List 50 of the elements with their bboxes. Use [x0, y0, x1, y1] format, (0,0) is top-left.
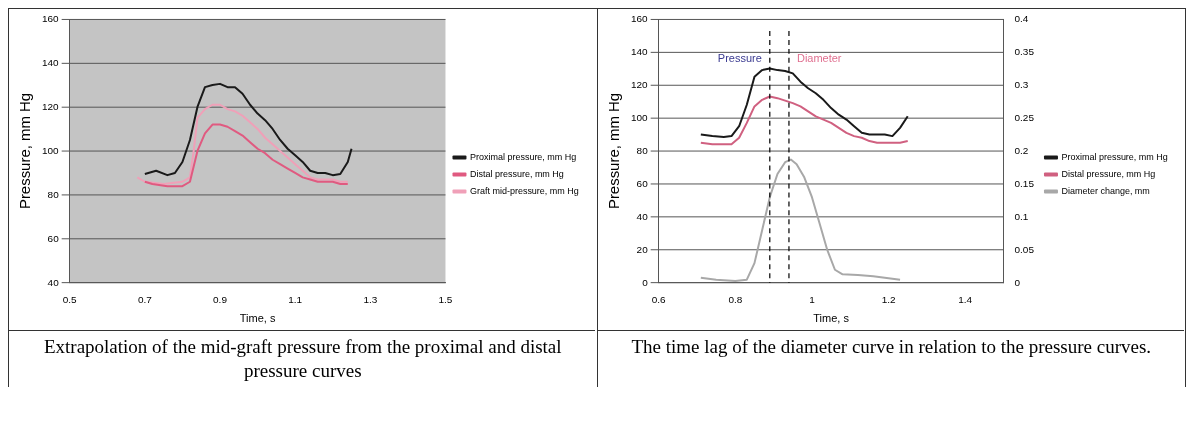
annotation: Pressure — [717, 51, 762, 64]
y2-tick-label: 0 — [1014, 276, 1021, 288]
x-tick-label: 0.6 — [651, 293, 666, 305]
x-tick-label: 1.1 — [288, 293, 303, 305]
y-tick-label: 20 — [636, 243, 648, 255]
y-tick-label: 120 — [630, 78, 648, 90]
legend-label: Diameter change, mm — [1060, 185, 1150, 196]
x-tick-label: 0.9 — [213, 293, 228, 305]
x-tick-label: 1.5 — [438, 293, 453, 305]
y-tick-label: 140 — [42, 56, 60, 68]
x-axis-title: Time, s — [812, 312, 849, 325]
y-tick-label: 140 — [630, 45, 648, 57]
x-tick-label: 0.5 — [62, 293, 78, 305]
x-tick-label: 1.4 — [957, 293, 973, 305]
annotation: Diameter — [796, 51, 842, 64]
legend-label: Distal pressure, mm Hg — [1060, 168, 1155, 179]
text: Extrapolation of the mid-graft pressure from the proximal and distal pressure curves — [42, 335, 563, 383]
legend-label: Graft mid-pressure, mm Hg — [469, 185, 579, 196]
y-tick-label: 0 — [641, 276, 648, 288]
y2-tick-label: 0.05 — [1014, 243, 1034, 255]
y-tick-label: 80 — [636, 144, 648, 156]
y2-tick-label: 0.2 — [1014, 144, 1029, 156]
y2-tick-label: 0.1 — [1014, 210, 1029, 222]
y-tick-label: 80 — [47, 188, 60, 200]
x-tick-label: 0.7 — [137, 293, 153, 305]
text: The time lag of the diameter curve in relation to the pressure curves. — [630, 335, 1153, 359]
y2-tick-label: 0.4 — [1014, 12, 1029, 24]
y2-tick-label: 0.3 — [1014, 78, 1029, 90]
y2-tick-label: 0.15 — [1014, 177, 1034, 189]
x-axis-title: Time, s — [239, 312, 276, 325]
y-tick-label: 100 — [42, 144, 60, 156]
y-tick-label: 40 — [47, 276, 60, 288]
x-tick-label: 0.8 — [727, 293, 743, 305]
y-tick-label: 120 — [42, 100, 60, 112]
y-axis-title: Pressure, mm Hg — [16, 92, 34, 210]
y-tick-label: 60 — [47, 232, 60, 244]
y-tick-label: 40 — [636, 210, 648, 222]
y-tick-label: 100 — [630, 111, 648, 123]
x-tick-label: 1 — [808, 293, 815, 305]
x-tick-label: 1.2 — [881, 293, 896, 305]
legend-label: Proximal pressure, mm Hg — [469, 152, 577, 163]
legend-label: Proximal pressure, mm Hg — [1060, 152, 1168, 163]
y-tick-label: 160 — [630, 12, 648, 24]
x-tick-label: 1.3 — [363, 293, 378, 305]
y2-tick-label: 0.35 — [1014, 45, 1034, 57]
legend-label: Distal pressure, mm Hg — [469, 168, 564, 179]
y-tick-label: 160 — [42, 12, 60, 24]
y-tick-label: 60 — [636, 177, 648, 189]
y-axis-title: Pressure, mm Hg — [604, 92, 622, 210]
y2-tick-label: 0.25 — [1014, 111, 1034, 123]
